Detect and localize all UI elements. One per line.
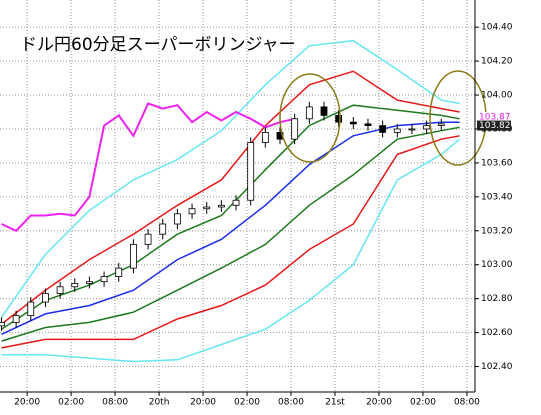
price-tag <box>477 112 511 123</box>
candle-body <box>217 204 225 208</box>
candle-body <box>232 199 240 206</box>
candle-body <box>100 276 108 283</box>
candles <box>0 101 445 331</box>
candle-body <box>247 142 255 201</box>
y-tick-label: 103.00 <box>481 260 513 270</box>
y-tick-label: 102.40 <box>481 362 513 372</box>
band-line <box>1 121 460 335</box>
candle-body <box>408 128 416 131</box>
candle-body <box>379 125 387 133</box>
band-line <box>1 70 460 325</box>
band-line <box>1 138 461 363</box>
candle-body <box>173 213 181 225</box>
band-line <box>1 135 460 349</box>
price-tag-label: 103.87 <box>479 113 511 123</box>
candle-body <box>86 281 93 284</box>
x-tick-label: 20:00 <box>190 398 216 408</box>
band-line <box>1 102 295 233</box>
candle-body <box>320 106 328 116</box>
y-tick-label: 104.20 <box>481 57 513 67</box>
candle-body <box>42 293 49 303</box>
candle-body <box>130 243 137 269</box>
candle-body <box>335 114 343 123</box>
candle-body <box>0 322 5 327</box>
candle-body <box>144 233 152 245</box>
y-tick-label: 103.20 <box>481 226 513 236</box>
candle-body <box>203 206 211 210</box>
candle-body <box>188 208 196 215</box>
candle-body <box>115 267 123 278</box>
band-line <box>1 104 460 330</box>
x-tick-label: 02:00 <box>234 398 260 408</box>
candle-body <box>305 106 313 120</box>
x-tick-label: 20th <box>149 398 170 408</box>
x-tick-label: 20:00 <box>14 398 40 408</box>
x-tick-label: 08:00 <box>454 398 480 408</box>
x-tick-label: 21st <box>325 398 345 408</box>
x-tick-label: 02:00 <box>58 398 84 408</box>
candle-body <box>12 315 20 323</box>
y-tick-label: 102.80 <box>481 294 513 304</box>
candle-body <box>349 121 357 125</box>
candle-body <box>261 131 269 143</box>
y-tick-label: 104.00 <box>481 91 513 101</box>
candle-body <box>291 118 299 140</box>
y-tick-label: 102.60 <box>481 328 513 338</box>
price-tag <box>477 120 511 131</box>
bands <box>0 39 461 363</box>
candle-body <box>423 125 431 130</box>
candle-body <box>393 128 401 133</box>
y-tick-label: 103.60 <box>481 158 513 168</box>
candle-body <box>364 123 372 126</box>
x-tick-label: 02:00 <box>410 398 436 408</box>
chart-title: ドル円60分足スーパーボリンジャー <box>20 35 296 55</box>
y-tick-label: 104.40 <box>481 23 513 33</box>
candle-body <box>71 282 79 288</box>
y-tick-label: 103.40 <box>481 192 513 202</box>
axes: 104.40104.20104.00103.80103.60103.40103.… <box>14 23 513 408</box>
band-line <box>0 39 460 318</box>
x-tick-label: 08:00 <box>102 398 128 408</box>
grid <box>0 0 475 392</box>
candle-body <box>27 301 35 317</box>
x-tick-label: 08:00 <box>278 398 304 408</box>
price-tag-label: 103.82 <box>479 121 511 131</box>
candle-body <box>437 123 445 126</box>
candle-body <box>56 286 64 294</box>
highlight-circle <box>279 73 341 163</box>
x-tick-label: 20:00 <box>366 398 392 408</box>
band-line <box>1 126 460 342</box>
candle-body <box>159 223 167 235</box>
